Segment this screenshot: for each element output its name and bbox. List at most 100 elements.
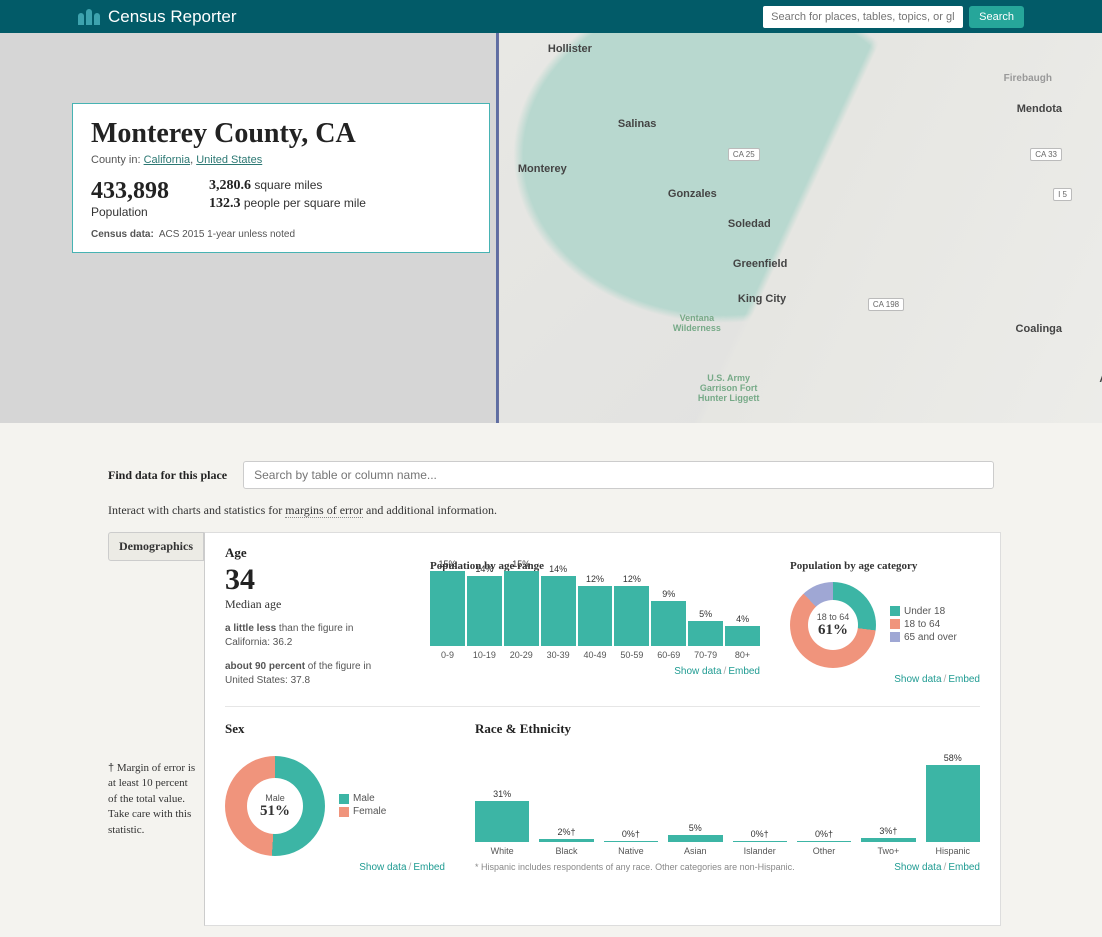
place-subtitle: County in: California, United States xyxy=(91,154,471,166)
bar-40-49[interactable]: 12%40-49 xyxy=(578,574,613,660)
density-value: 132.3 xyxy=(209,196,241,211)
sex-links: Show data/Embed xyxy=(225,862,445,873)
bar-other[interactable]: 0%†Other xyxy=(797,829,851,856)
map-area[interactable]: Hollister Monterey Salinas Gonzales Sole… xyxy=(0,33,1102,423)
race-embed[interactable]: Embed xyxy=(948,862,980,873)
sex-section-title: Sex xyxy=(225,721,445,737)
legend-under-18: Under 18 xyxy=(890,606,957,617)
map-background: Hollister Monterey Salinas Gonzales Sole… xyxy=(496,33,1102,423)
sex-donut-center-label: Male xyxy=(265,793,285,803)
sidebar: Demographics † † Margin of error is at l… xyxy=(108,532,204,926)
age-summary-col: Age 34 Median age a little less than the… xyxy=(225,545,400,688)
interact-note-post: and additional information. xyxy=(363,503,497,517)
area-label: square miles xyxy=(254,178,322,192)
map-city-greenfield: Greenfield xyxy=(733,258,787,270)
sex-race-row: Sex Male 51% MaleFemale Show data/Embed xyxy=(225,721,980,891)
map-road-ca25: CA 25 xyxy=(728,148,760,161)
age-donut-center-value: 61% xyxy=(818,622,848,639)
map-road-ca198: CA 198 xyxy=(868,298,904,311)
age-bar-chart-col: Population by age range 15%0-914%10-1915… xyxy=(430,545,760,688)
map-city-firebaugh: Firebaugh xyxy=(1004,73,1052,84)
sex-show-data[interactable]: Show data xyxy=(359,862,406,873)
bar-asian[interactable]: 5%Asian xyxy=(668,823,722,856)
age-donut-show-data[interactable]: Show data xyxy=(894,674,941,685)
bar-30-39[interactable]: 14%30-39 xyxy=(541,564,576,660)
sex-donut-center-value: 51% xyxy=(260,803,290,820)
age-section-title: Age xyxy=(225,545,400,561)
bar-0-9[interactable]: 15%0-9 xyxy=(430,559,465,660)
people-icon xyxy=(78,9,100,25)
age-donut-embed[interactable]: Embed xyxy=(948,674,980,685)
geo-stats-block: 3,280.6 square miles 132.3 people per sq… xyxy=(209,178,366,219)
age-bar-embed[interactable]: Embed xyxy=(728,666,760,677)
map-city-monterey: Monterey xyxy=(518,163,567,175)
population-block: 433,898 Population xyxy=(91,178,169,219)
bar-two+[interactable]: 3%†Two+ xyxy=(861,826,915,856)
demographics-panel: Age 34 Median age a little less than the… xyxy=(204,532,1001,926)
map-city-mendota: Mendota xyxy=(1017,103,1062,115)
age-donut-chart[interactable]: 18 to 64 61% xyxy=(790,582,876,668)
place-title: Monterey County, CA xyxy=(91,118,471,150)
place-link-california[interactable]: California xyxy=(144,154,190,166)
age-bar-show-data[interactable]: Show data xyxy=(674,666,721,677)
topbar: Census Reporter Search xyxy=(0,0,1102,33)
sex-embed[interactable]: Embed xyxy=(413,862,445,873)
map-city-kingcity: King City xyxy=(738,293,786,305)
race-footnote: * Hispanic includes respondents of any r… xyxy=(475,862,795,872)
logo-group[interactable]: Census Reporter xyxy=(78,7,237,27)
find-data-input[interactable] xyxy=(243,461,994,489)
map-city-gonzales: Gonzales xyxy=(668,188,717,200)
place-link-us[interactable]: United States xyxy=(196,154,262,166)
map-city-coalinga: Coalinga xyxy=(1016,323,1062,335)
moe-footnote: † † Margin of error is at least 10 perce… xyxy=(108,751,204,838)
bar-20-29[interactable]: 15%20-29 xyxy=(504,559,539,660)
map-road-i5: I 5 xyxy=(1053,188,1072,201)
age-row: Age 34 Median age a little less than the… xyxy=(225,545,980,707)
bar-50-59[interactable]: 12%50-59 xyxy=(614,574,649,660)
race-bar-chart[interactable]: 31%White 2%†Black 0%†Native 5%Asian 0%†Islan… xyxy=(475,756,980,856)
bar-hispanic[interactable]: 58%Hispanic xyxy=(926,753,980,856)
place-sub-prefix: County in: xyxy=(91,154,141,166)
legend-65-and-over: 65 and over xyxy=(890,632,957,643)
bar-70-79[interactable]: 5%70-79 xyxy=(688,609,723,660)
age-donut-col: Population by age category 18 to 64 61% … xyxy=(790,545,980,688)
bar-10-19[interactable]: 14%10-19 xyxy=(467,564,502,660)
bar-native[interactable]: 0%†Native xyxy=(604,829,658,856)
density-label: people per square mile xyxy=(244,196,366,210)
census-note: Census data: ACS 2015 1-year unless note… xyxy=(91,229,471,240)
moe-link[interactable]: margins of error xyxy=(285,503,363,518)
find-data-label: Find data for this place xyxy=(108,468,227,483)
median-age-label: Median age xyxy=(225,597,400,612)
sex-donut-chart[interactable]: Male 51% xyxy=(225,756,325,856)
bar-80+[interactable]: 4%80+ xyxy=(725,614,760,660)
global-search-button[interactable]: Search xyxy=(969,6,1024,28)
sex-donut-legend: MaleFemale xyxy=(339,793,386,819)
census-note-label: Census data: xyxy=(91,229,154,240)
age-compare-2: about 90 percent of the figure in United… xyxy=(225,660,400,688)
census-note-value: ACS 2015 1-year unless noted xyxy=(159,229,295,240)
race-col: Race & Ethnicity 31%White 2%†Black 0%†Nati… xyxy=(475,721,980,873)
bar-60-69[interactable]: 9%60-69 xyxy=(651,589,686,660)
tab-demographics[interactable]: Demographics xyxy=(108,532,204,561)
legend-18-to-64: 18 to 64 xyxy=(890,619,957,630)
bar-islander[interactable]: 0%†Islander xyxy=(733,829,787,856)
median-age-value: 34 xyxy=(225,565,400,595)
place-info-card: Monterey County, CA County in: Californi… xyxy=(72,103,490,253)
bar-white[interactable]: 31%White xyxy=(475,789,529,856)
map-road-ca33: CA 33 xyxy=(1030,148,1062,161)
age-bar-chart[interactable]: 15%0-914%10-1915%20-2914%30-3912%40-4912… xyxy=(430,582,760,660)
map-city-soledad: Soledad xyxy=(728,218,771,230)
age-donut-center-label: 18 to 64 xyxy=(817,612,850,622)
find-data-row: Find data for this place xyxy=(108,423,994,503)
area-value: 3,280.6 xyxy=(209,178,251,193)
map-label-ventana: Ventana Wilderness xyxy=(673,313,721,333)
race-section-title: Race & Ethnicity xyxy=(475,721,980,737)
legend-male: Male xyxy=(339,793,386,804)
bar-black[interactable]: 2%†Black xyxy=(539,827,593,856)
interact-note-pre: Interact with charts and statistics for xyxy=(108,503,285,517)
map-city-hollister: Hollister xyxy=(548,43,592,55)
age-donut-title: Population by age category xyxy=(790,560,980,572)
global-search-input[interactable] xyxy=(763,6,963,28)
age-donut-legend: Under 18 18 to 64 65 and over xyxy=(890,606,957,645)
race-show-data[interactable]: Show data xyxy=(894,862,941,873)
